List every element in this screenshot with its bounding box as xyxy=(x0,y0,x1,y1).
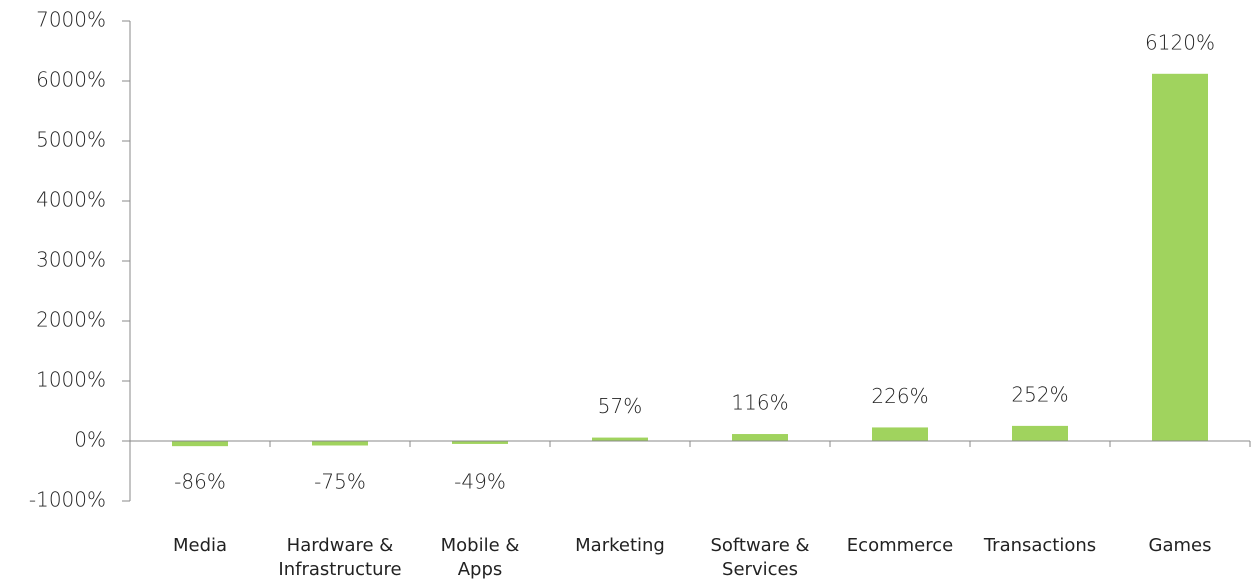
y-tick-label: 6000% xyxy=(36,68,106,92)
y-tick-label: 7000% xyxy=(36,8,106,32)
bar xyxy=(732,434,788,441)
x-tick-label: Transactions xyxy=(983,535,1097,556)
bar xyxy=(1012,425,1068,441)
y-tick-label: 0% xyxy=(74,428,106,452)
y-tick-label: 2000% xyxy=(36,308,106,332)
x-tick-label: Ecommerce xyxy=(846,535,954,556)
value-label: -75% xyxy=(314,470,366,494)
x-tick-label: Hardware & Infrastructure xyxy=(278,535,402,580)
y-tick-label: 1000% xyxy=(36,368,106,392)
x-tick-label: Mobile & Apps xyxy=(440,535,520,580)
bar xyxy=(312,441,368,446)
value-label: -49% xyxy=(454,470,506,494)
value-label: 226% xyxy=(871,384,928,408)
x-tick-label: Software & Services xyxy=(710,535,810,580)
value-label: 252% xyxy=(1011,382,1068,406)
y-tick-label: 5000% xyxy=(36,128,106,152)
x-tick-label: Marketing xyxy=(575,535,665,556)
bar xyxy=(452,441,508,444)
value-label: 116% xyxy=(731,391,788,415)
x-tick-label: Media xyxy=(172,535,228,556)
y-tick-label: 4000% xyxy=(36,188,106,212)
value-label: 6120% xyxy=(1145,30,1215,54)
bar xyxy=(872,427,928,441)
bar xyxy=(172,441,228,447)
y-tick-label: -1000% xyxy=(29,488,106,512)
value-label: 57% xyxy=(598,394,642,418)
bar xyxy=(592,437,648,441)
value-label: -86% xyxy=(174,470,226,494)
y-tick-label: 3000% xyxy=(36,248,106,272)
x-tick-label: Games xyxy=(1148,535,1212,556)
bar xyxy=(1152,73,1208,442)
